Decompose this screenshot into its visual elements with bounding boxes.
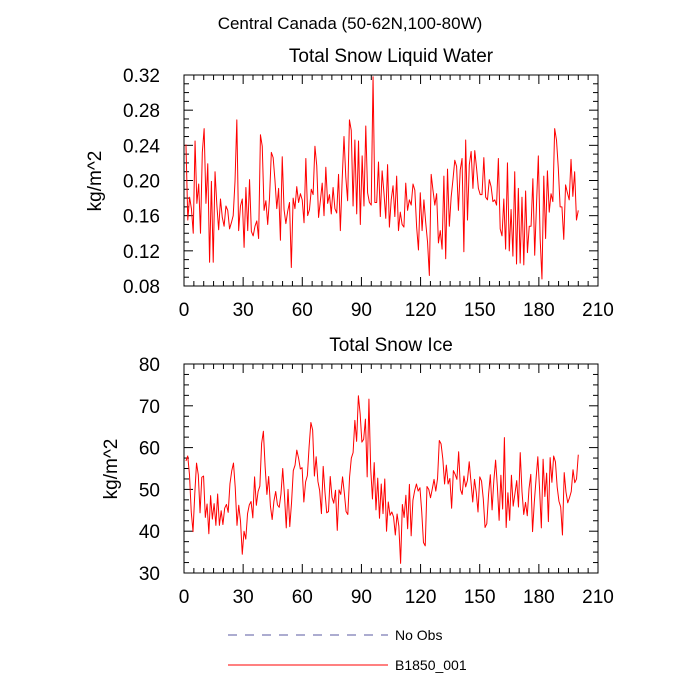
y-axis-label: kg/m^2 (85, 151, 106, 212)
series-line-b1850-001 (185, 76, 579, 280)
y-tick-label: 0.12 (123, 242, 160, 263)
x-tick-label: 90 (351, 300, 372, 321)
series-layer (185, 395, 579, 564)
tick-layer: 0 30 60 90 120 150 180 210 0.08 0.12 0.16 0.20 0.24 0… (123, 66, 614, 321)
y-tick-label: 0.16 (123, 207, 160, 228)
x-tick-label: 90 (351, 587, 372, 608)
y-tick-label: 0.08 (123, 277, 160, 298)
y-tick-label: 0.24 (123, 136, 160, 157)
plot-frame (183, 363, 599, 574)
x-tick-label: 210 (582, 300, 614, 321)
x-tick-label: 0 (179, 300, 190, 321)
figure-title: Central Canada (50-62N,100-80W) (218, 14, 483, 33)
series-line-b1850-001 (185, 395, 579, 564)
y-tick-label: 30 (139, 564, 160, 585)
y-tick-label: 70 (139, 397, 160, 418)
x-tick-label: 30 (233, 300, 254, 321)
y-tick-label: 80 (139, 355, 160, 376)
x-tick-label: 180 (523, 300, 555, 321)
panel-title: Total Snow Ice (329, 335, 453, 356)
x-tick-label: 150 (464, 300, 496, 321)
x-tick-label: 180 (523, 587, 555, 608)
series-layer (185, 76, 579, 280)
panel-snow-ice: Total Snow Ice kg/m^2 0 30 60 90 120 150 180 21… (101, 335, 614, 608)
y-tick-label: 0.32 (123, 66, 160, 87)
legend: No Obs B1850_001 (228, 627, 467, 673)
panel-snow-liquid-water: Total Snow Liquid Water kg/m^2 0 30 60 90 12… (85, 46, 614, 321)
y-tick-label: 0.20 (123, 172, 160, 193)
y-tick-label: 0.28 (123, 101, 160, 122)
tick-layer: 0 30 60 90 120 150 180 210 30 40 50 60 70 80 (139, 355, 614, 608)
x-tick-label: 120 (405, 587, 437, 608)
x-tick-label: 0 (179, 587, 190, 608)
legend-label-no-obs: No Obs (395, 627, 442, 643)
plot-frame (183, 74, 599, 287)
legend-label-b1850: B1850_001 (395, 657, 467, 673)
x-tick-label: 60 (292, 300, 313, 321)
y-tick-label: 50 (139, 480, 160, 501)
y-axis-label: kg/m^2 (101, 439, 122, 500)
x-tick-label: 210 (582, 587, 614, 608)
panel-title: Total Snow Liquid Water (289, 46, 494, 67)
x-tick-label: 30 (233, 587, 254, 608)
x-tick-label: 60 (292, 587, 313, 608)
y-tick-label: 40 (139, 522, 160, 543)
x-tick-label: 120 (405, 300, 437, 321)
x-tick-label: 150 (464, 587, 496, 608)
y-tick-label: 60 (139, 439, 160, 460)
